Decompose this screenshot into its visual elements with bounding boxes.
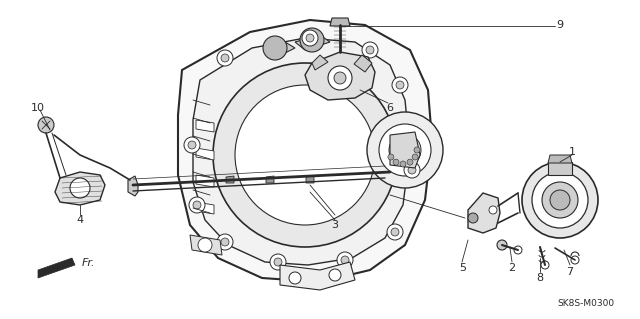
Circle shape bbox=[379, 124, 431, 176]
Polygon shape bbox=[295, 35, 330, 50]
Circle shape bbox=[329, 269, 341, 281]
Text: 8: 8 bbox=[536, 273, 543, 283]
Polygon shape bbox=[312, 55, 328, 70]
Circle shape bbox=[550, 190, 570, 210]
Circle shape bbox=[468, 213, 478, 223]
Circle shape bbox=[514, 246, 522, 254]
Circle shape bbox=[542, 182, 578, 218]
Text: 3: 3 bbox=[332, 220, 339, 230]
Circle shape bbox=[396, 81, 404, 89]
Circle shape bbox=[367, 112, 443, 188]
Circle shape bbox=[389, 134, 421, 166]
Polygon shape bbox=[266, 176, 274, 183]
Polygon shape bbox=[354, 55, 372, 72]
Circle shape bbox=[337, 252, 353, 268]
Circle shape bbox=[217, 50, 233, 66]
Circle shape bbox=[328, 66, 352, 90]
Text: SK8S-M0300: SK8S-M0300 bbox=[558, 299, 615, 308]
Circle shape bbox=[341, 256, 349, 264]
Circle shape bbox=[404, 162, 420, 178]
Polygon shape bbox=[196, 175, 214, 187]
Polygon shape bbox=[196, 202, 214, 214]
Circle shape bbox=[38, 117, 54, 133]
Circle shape bbox=[407, 159, 413, 165]
Circle shape bbox=[193, 201, 201, 209]
Polygon shape bbox=[128, 176, 138, 196]
Circle shape bbox=[188, 141, 196, 149]
Text: 7: 7 bbox=[566, 267, 573, 277]
Polygon shape bbox=[548, 162, 572, 175]
Polygon shape bbox=[193, 38, 410, 265]
Text: 2: 2 bbox=[508, 263, 516, 273]
Text: 6: 6 bbox=[387, 103, 394, 113]
Circle shape bbox=[263, 36, 287, 60]
Polygon shape bbox=[55, 172, 105, 205]
Circle shape bbox=[412, 154, 418, 160]
Circle shape bbox=[408, 166, 416, 174]
Polygon shape bbox=[280, 262, 355, 290]
Circle shape bbox=[300, 28, 324, 52]
Circle shape bbox=[522, 162, 598, 238]
Text: Fr.: Fr. bbox=[82, 258, 95, 268]
Text: 10: 10 bbox=[31, 103, 45, 113]
Circle shape bbox=[497, 240, 507, 250]
Circle shape bbox=[489, 206, 497, 214]
Polygon shape bbox=[178, 20, 432, 282]
Text: 1: 1 bbox=[568, 147, 575, 157]
Polygon shape bbox=[390, 132, 420, 168]
Polygon shape bbox=[265, 42, 295, 58]
Text: 9: 9 bbox=[556, 20, 564, 30]
Circle shape bbox=[235, 85, 375, 225]
Circle shape bbox=[270, 254, 286, 270]
Circle shape bbox=[366, 46, 374, 54]
Circle shape bbox=[571, 256, 579, 264]
Text: 5: 5 bbox=[460, 263, 467, 273]
Circle shape bbox=[184, 137, 200, 153]
Circle shape bbox=[221, 238, 229, 246]
Circle shape bbox=[306, 34, 314, 42]
Text: 4: 4 bbox=[76, 215, 84, 225]
Circle shape bbox=[289, 272, 301, 284]
Polygon shape bbox=[190, 235, 222, 255]
Circle shape bbox=[189, 197, 205, 213]
Polygon shape bbox=[330, 18, 350, 26]
Circle shape bbox=[274, 258, 282, 266]
Circle shape bbox=[391, 228, 399, 236]
Circle shape bbox=[541, 261, 549, 269]
Circle shape bbox=[213, 63, 397, 247]
Circle shape bbox=[388, 154, 394, 160]
Circle shape bbox=[387, 224, 403, 240]
Polygon shape bbox=[38, 258, 75, 278]
Polygon shape bbox=[196, 148, 214, 160]
Circle shape bbox=[221, 54, 229, 62]
Polygon shape bbox=[226, 176, 234, 183]
Polygon shape bbox=[548, 155, 572, 163]
Polygon shape bbox=[305, 52, 375, 100]
Circle shape bbox=[362, 42, 378, 58]
Circle shape bbox=[414, 147, 420, 153]
Polygon shape bbox=[196, 120, 214, 132]
Circle shape bbox=[70, 178, 90, 198]
Circle shape bbox=[393, 159, 399, 165]
Circle shape bbox=[302, 30, 318, 46]
Polygon shape bbox=[306, 176, 314, 183]
Circle shape bbox=[217, 234, 233, 250]
Circle shape bbox=[198, 238, 212, 252]
Polygon shape bbox=[468, 193, 500, 233]
Circle shape bbox=[400, 161, 406, 167]
Circle shape bbox=[532, 172, 588, 228]
Circle shape bbox=[392, 77, 408, 93]
Circle shape bbox=[334, 72, 346, 84]
